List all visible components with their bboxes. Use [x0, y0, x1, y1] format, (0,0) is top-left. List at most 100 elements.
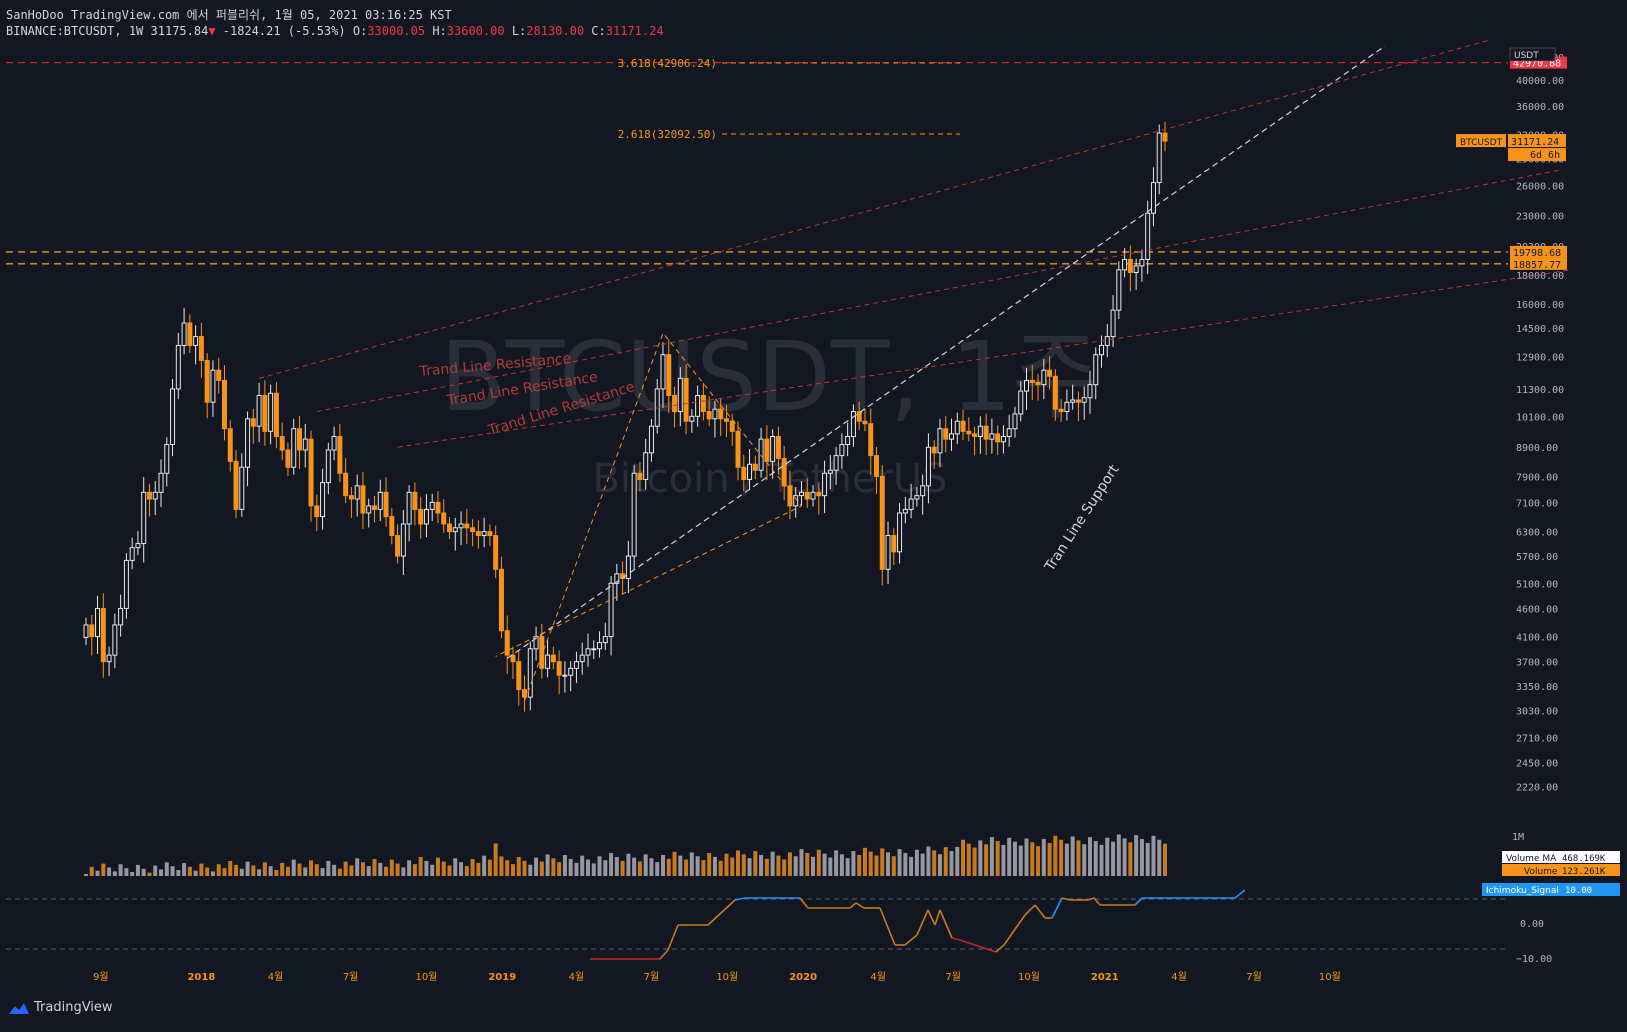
volume-bar	[989, 837, 994, 876]
volume-bar	[591, 863, 596, 876]
volume-bar	[793, 856, 798, 876]
volume-bar	[447, 865, 452, 876]
y-tick-label: 6300.00	[1516, 528, 1558, 539]
volume-bar	[1064, 843, 1069, 876]
candles	[83, 121, 1168, 712]
volume-bar	[314, 864, 319, 876]
candle-body	[268, 392, 274, 432]
volume-bar	[695, 856, 700, 876]
candle-body	[250, 418, 256, 427]
candle-body	[787, 485, 793, 507]
candle-body	[608, 582, 614, 638]
volume-bar	[470, 858, 475, 876]
x-tick-label: 2020	[789, 972, 817, 983]
volume-bar	[1053, 835, 1058, 876]
volume-bar	[320, 868, 325, 876]
y-tick-label: 2450.00	[1516, 758, 1558, 769]
volume-bar	[89, 866, 94, 876]
candle-body	[781, 457, 787, 487]
candle-body	[406, 491, 412, 525]
volume-bar	[372, 859, 377, 876]
volume-bar	[499, 856, 504, 876]
resistance-trendline	[316, 169, 1561, 413]
volume-bar	[868, 851, 873, 876]
volume-bar	[522, 860, 527, 876]
candle-body	[291, 428, 297, 468]
volume-bar	[528, 864, 533, 876]
volume-bar	[147, 872, 152, 876]
volume-bar	[360, 862, 365, 876]
volume-bar	[862, 847, 867, 876]
volume-bar	[545, 854, 550, 876]
volume-bar	[718, 860, 723, 876]
volume-bar	[187, 866, 192, 876]
x-tick-label: 2021	[1091, 972, 1119, 983]
candle-body	[383, 491, 389, 518]
candle-body	[683, 377, 689, 422]
y-tick-label: 11300.00	[1516, 385, 1564, 396]
candle-body	[510, 654, 516, 663]
volume-bar	[886, 852, 891, 876]
symbol-badge-label: BTCUSDT	[1460, 138, 1503, 148]
y-tick-label: 4600.00	[1516, 604, 1558, 615]
candle-body	[977, 425, 983, 438]
y-tick-label: 2220.00	[1516, 782, 1558, 793]
candle-body	[187, 322, 193, 346]
candle-body	[181, 322, 187, 346]
volume-bar	[580, 855, 585, 876]
volume-bar	[228, 861, 233, 876]
candle-body	[908, 498, 914, 510]
volume-bar	[1111, 841, 1116, 876]
tradingview-logo[interactable]: TradingView	[8, 1000, 113, 1015]
volume-bar	[395, 863, 400, 876]
y-tick-label: 12900.00	[1516, 353, 1564, 364]
candle-body	[850, 411, 856, 438]
volume-bar	[280, 862, 285, 876]
ichimoku-signal-segment	[849, 902, 857, 909]
volume-bar	[736, 850, 741, 876]
candle-body	[146, 491, 152, 500]
candle-body	[429, 501, 435, 510]
volume-bar	[476, 862, 481, 876]
candle-body	[1064, 401, 1070, 413]
volume-bar	[891, 856, 896, 876]
candle-body	[1070, 399, 1076, 403]
level-badge-label: 18857.77	[1513, 260, 1561, 271]
ichimoku-signal-segment	[667, 924, 679, 951]
volume-bar	[95, 870, 100, 876]
header-symbol[interactable]: BINANCE:BTCUSDT, 1W	[6, 24, 144, 38]
ichimoku-signal-segment	[799, 897, 809, 909]
ichimoku-signal-segment	[939, 909, 953, 939]
candle-body	[764, 438, 770, 462]
volume-bar	[603, 860, 608, 876]
candle-body	[920, 485, 926, 497]
volume-bar	[972, 847, 977, 876]
candle-body	[481, 531, 487, 537]
x-tick-label: 10월	[415, 971, 437, 983]
volume-badge	[1502, 864, 1620, 876]
candle-body	[1087, 384, 1093, 399]
candle-body	[597, 642, 603, 650]
candle-body	[672, 394, 678, 413]
volume-bar	[614, 856, 619, 876]
volume-bar	[1128, 842, 1133, 876]
volume-bar	[874, 855, 879, 876]
candle-body	[354, 485, 360, 500]
volume-bar	[303, 867, 308, 876]
candle-body	[135, 543, 141, 549]
level-badge	[1510, 245, 1567, 258]
candle-body	[798, 491, 804, 497]
volume-bar	[505, 860, 510, 876]
volume-bar	[845, 858, 850, 876]
volume-bar	[609, 853, 614, 876]
ichimoku-signal-segment	[1093, 897, 1101, 906]
candle-body	[360, 485, 366, 514]
volume-bar	[464, 866, 469, 876]
candle-body	[170, 388, 176, 446]
c-label: C:	[591, 24, 606, 38]
candle-body	[423, 508, 429, 525]
candle-body	[752, 463, 758, 471]
candle-body	[239, 466, 245, 510]
